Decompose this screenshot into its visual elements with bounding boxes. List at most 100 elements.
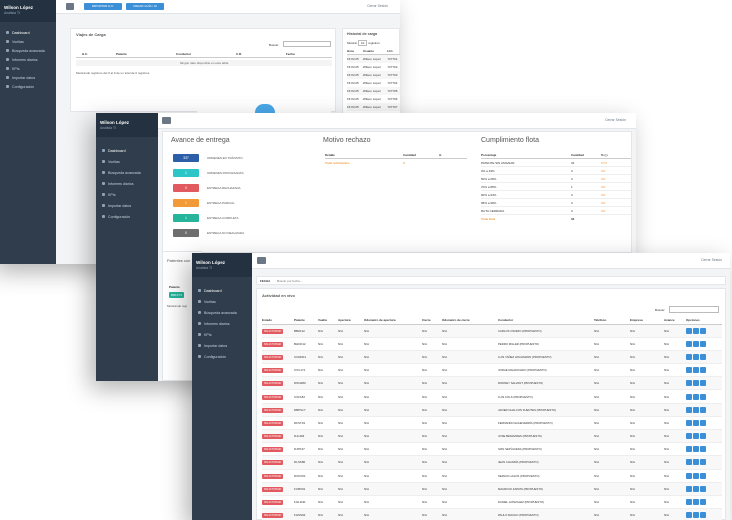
import-hc-button[interactable]: IMPORTAR H.C. — [84, 3, 122, 10]
view-icon[interactable] — [686, 393, 692, 400]
avance-count-badge[interactable]: 1 — [173, 199, 199, 207]
sidebar-item-vueltas[interactable]: Vueltas — [192, 296, 252, 307]
avance-count-badge[interactable]: 337 — [173, 154, 199, 162]
edit-icon[interactable] — [693, 459, 699, 466]
sidebar-item-informes-diarios[interactable]: Informes diarios — [192, 318, 252, 329]
activity-col-cierre[interactable]: Cierre — [422, 317, 431, 322]
map-icon[interactable] — [700, 406, 706, 413]
avance-count-badge[interactable]: 0 — [173, 229, 199, 237]
edit-icon[interactable] — [693, 367, 699, 374]
sidebar-item-informes-diarios[interactable]: Informes diarios — [96, 178, 158, 189]
menu-toggle-button[interactable] — [66, 3, 74, 10]
logout-link[interactable]: Cerrar Sesión — [367, 4, 388, 8]
sidebar-item-configuracion[interactable]: Configuración — [96, 211, 158, 222]
avance-count-badge[interactable]: 0 — [173, 184, 199, 192]
sidebar-item-kpis[interactable]: KPIs — [96, 189, 158, 200]
menu-toggle-button[interactable] — [257, 257, 266, 264]
history-col-usuario[interactable]: Usuario — [362, 49, 375, 53]
map-icon[interactable] — [700, 472, 706, 479]
edit-icon[interactable] — [693, 340, 699, 347]
view-icon[interactable] — [686, 446, 692, 453]
activity-col-apertura[interactable]: Apertura — [338, 317, 351, 322]
map-icon[interactable] — [700, 340, 706, 347]
activity-col-empresa[interactable]: Empresa — [630, 317, 643, 322]
sidebar-item-busqueda-avanzada[interactable]: Búsqueda avanzada — [192, 307, 252, 318]
avance-count-badge[interactable]: 1 — [173, 214, 199, 222]
activity-col-estado[interactable]: Estado — [262, 317, 273, 322]
view-icon[interactable] — [686, 327, 692, 334]
sidebar-item-informes-diarios[interactable]: Informes diarios — [0, 55, 56, 64]
sidebar-item-kpis[interactable]: KPIs — [192, 329, 252, 340]
view-icon[interactable] — [686, 433, 692, 440]
sidebar-item-dashboard[interactable]: Dashboard — [192, 285, 252, 296]
trips-search-input[interactable] — [283, 41, 331, 47]
view-icon[interactable] — [686, 459, 692, 466]
sidebar-item-kpis[interactable]: KPIs — [0, 64, 56, 73]
view-icon[interactable] — [686, 406, 692, 413]
activity-col-odometro-de-apertura[interactable]: Odometro de apertura — [364, 317, 396, 322]
activity-search-input[interactable] — [669, 306, 719, 313]
date-filter-input[interactable] — [277, 278, 397, 284]
activity-col-patente[interactable]: Patente — [294, 317, 305, 322]
map-icon[interactable] — [700, 367, 706, 374]
sidebar-item-dashboard[interactable]: Dashboard — [0, 28, 56, 37]
map-icon[interactable] — [700, 393, 706, 400]
trips-col-h-c[interactable]: H.C. — [82, 52, 88, 56]
sidebar-item-importar-datos[interactable]: Importar datos — [192, 340, 252, 351]
edit-icon[interactable] — [693, 327, 699, 334]
map-icon[interactable] — [700, 459, 706, 466]
edit-icon[interactable] — [693, 472, 699, 479]
trips-col-fecha[interactable]: Fecha — [286, 52, 295, 56]
activity-col-telefono[interactable]: Teléfono — [594, 317, 607, 322]
logout-link[interactable]: Cerrar Sesión — [605, 118, 626, 122]
edit-icon[interactable] — [693, 499, 699, 506]
logout-link[interactable]: Cerrar Sesión — [701, 258, 722, 262]
sidebar-item-configuracion[interactable]: Configuración — [0, 82, 56, 91]
activity-col-opciones[interactable]: Opciones — [686, 317, 700, 322]
view-icon[interactable] — [686, 380, 692, 387]
map-icon[interactable] — [700, 353, 706, 360]
menu-toggle-button[interactable] — [162, 117, 171, 124]
map-icon[interactable] — [700, 433, 706, 440]
activity-col-vuelta[interactable]: Vuelta — [318, 317, 327, 322]
history-col-hora[interactable]: Hora — [347, 49, 354, 53]
sidebar-item-busqueda-avanzada[interactable]: Búsqueda avanzada — [96, 167, 158, 178]
view-icon[interactable] — [686, 472, 692, 479]
map-icon[interactable] — [700, 485, 706, 492]
activity-col-avance[interactable]: Avance — [664, 317, 675, 322]
edit-icon[interactable] — [693, 419, 699, 426]
edit-icon[interactable] — [693, 406, 699, 413]
trips-col-c-r[interactable]: C.R. — [236, 52, 242, 56]
sidebar-item-importar-datos[interactable]: Importar datos — [0, 73, 56, 82]
view-icon[interactable] — [686, 340, 692, 347]
edit-icon[interactable] — [693, 353, 699, 360]
activity-col-odometro-de-cierre[interactable]: Odometro de cierre — [442, 317, 470, 322]
sidebar-item-vueltas[interactable]: Vueltas — [0, 37, 56, 46]
edit-icon[interactable] — [693, 446, 699, 453]
create-guide-button[interactable]: CREAR GUÍA / HI — [126, 3, 164, 10]
map-icon[interactable] — [700, 512, 706, 519]
edit-icon[interactable] — [693, 393, 699, 400]
sidebar-item-configuracion[interactable]: Configuración — [192, 351, 252, 362]
trips-col-patente[interactable]: Patente — [116, 52, 127, 56]
sidebar-item-importar-datos[interactable]: Importar datos — [96, 200, 158, 211]
map-icon[interactable] — [700, 380, 706, 387]
activity-col-conductor[interactable]: Conductor — [498, 317, 514, 322]
edit-icon[interactable] — [693, 512, 699, 519]
edit-icon[interactable] — [693, 433, 699, 440]
map-icon[interactable] — [700, 499, 706, 506]
sidebar-item-busqueda-avanzada[interactable]: Búsqueda avanzada — [0, 46, 56, 55]
view-icon[interactable] — [686, 419, 692, 426]
view-icon[interactable] — [686, 485, 692, 492]
view-icon[interactable] — [686, 499, 692, 506]
edit-icon[interactable] — [693, 485, 699, 492]
sidebar-item-dashboard[interactable]: Dashboard — [96, 145, 158, 156]
avance-count-badge[interactable]: 1 — [173, 169, 199, 177]
trips-col-conductor[interactable]: Conductor — [176, 52, 192, 56]
patente-badge[interactable]: BBFF74 — [169, 292, 185, 298]
view-icon[interactable] — [686, 353, 692, 360]
history-col-h-c[interactable]: H.C. — [387, 49, 394, 53]
view-icon[interactable] — [686, 367, 692, 374]
map-icon[interactable] — [700, 419, 706, 426]
view-icon[interactable] — [686, 512, 692, 519]
